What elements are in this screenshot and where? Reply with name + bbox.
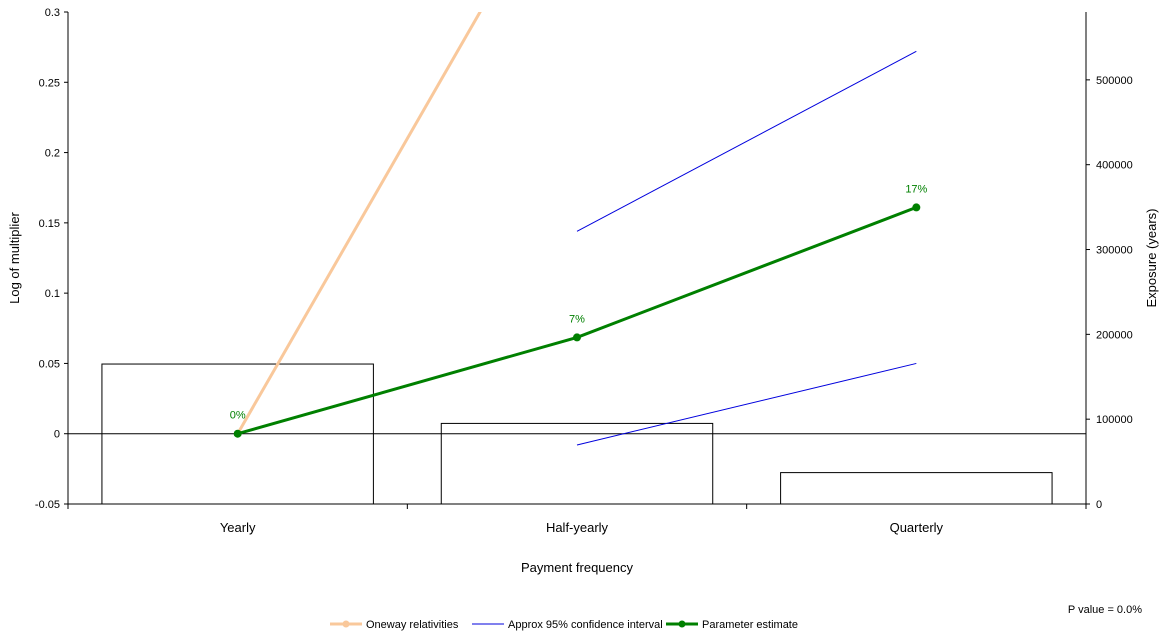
p-value-annotation: P value = 0.0% xyxy=(1067,604,1142,616)
y-tick-label: 0 xyxy=(54,429,60,441)
y-axis-label: Log of multiplier xyxy=(7,211,22,303)
y-tick-label: 0.3 xyxy=(45,7,60,19)
y-tick-label: 0.05 xyxy=(39,358,60,370)
y-right-tick-label: 500000 xyxy=(1096,75,1133,87)
bar-half-yearly xyxy=(440,422,714,505)
y-right-tick-label: 0 xyxy=(1096,499,1102,511)
parameter-estimate-label: 7% xyxy=(569,313,585,325)
confidence-interval-upper xyxy=(576,50,917,232)
parameter-estimate-point xyxy=(912,203,921,212)
x-axis-label: Payment frequency xyxy=(521,560,634,575)
legend-marker xyxy=(342,620,350,628)
y-right-tick-label: 300000 xyxy=(1096,245,1133,257)
y-tick-label: 0.2 xyxy=(45,148,60,160)
bar-quarterly xyxy=(780,472,1053,505)
legend-label: Oneway relativities xyxy=(366,619,459,631)
parameter-estimate-point xyxy=(233,429,242,438)
parameter-estimate-label: 0% xyxy=(230,410,246,422)
x-tick-label: Half-yearly xyxy=(546,520,609,535)
legend-item: Oneway relativities xyxy=(330,619,459,631)
series-lines: 0% 7% 17% xyxy=(230,12,928,446)
legend-item: Approx 95% confidence interval xyxy=(472,619,663,631)
x-tick-label: Yearly xyxy=(220,520,256,535)
confidence-interval-lower xyxy=(576,362,917,446)
x-tick-label: Quarterly xyxy=(890,520,944,535)
legend-marker xyxy=(678,620,686,628)
y-tick-label: 0.1 xyxy=(45,288,60,300)
legend-label: Approx 95% confidence interval xyxy=(508,619,663,631)
legend: Oneway relativities Approx 95% confidence… xyxy=(330,619,798,631)
oneway-relativities-line xyxy=(236,12,482,435)
parameter-estimate-point xyxy=(573,333,581,342)
y-axis-right-label: Exposure (years) xyxy=(1144,209,1159,308)
axes: -0.05 0 0.05 0.1 0.15 0.2 0.25 0.3 0 100000 200000… xyxy=(7,7,1159,575)
legend-item: Parameter estimate xyxy=(666,619,798,631)
y-tick-label: 0.15 xyxy=(39,218,60,230)
y-tick-label: -0.05 xyxy=(35,499,60,511)
y-right-tick-label: 200000 xyxy=(1096,329,1133,341)
y-tick-label: 0.25 xyxy=(39,77,60,89)
legend-label: Parameter estimate xyxy=(702,619,798,631)
parameter-estimate-label: 17% xyxy=(905,183,927,195)
y-right-tick-label: 400000 xyxy=(1096,160,1133,172)
y-right-tick-label: 100000 xyxy=(1096,414,1133,426)
